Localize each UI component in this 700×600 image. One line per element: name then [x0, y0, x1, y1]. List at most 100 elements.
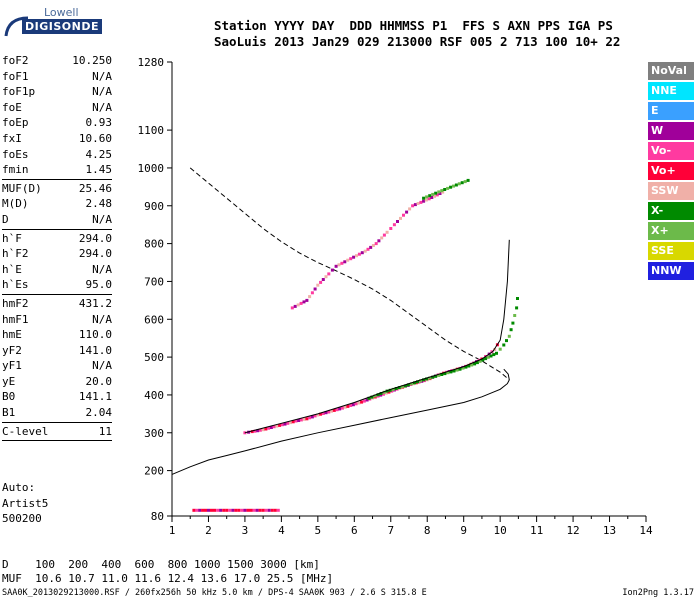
x-tick-label: 1	[169, 524, 176, 537]
x-tick-label: 10	[494, 524, 507, 537]
second-hop-x-point	[454, 183, 458, 187]
second-hop-o-point	[346, 258, 350, 262]
logo-bottom-text: DIGISONDE	[22, 19, 102, 34]
param-divider	[2, 421, 112, 423]
x-trace-point	[376, 393, 380, 397]
second-hop-o-point	[352, 255, 356, 259]
param-value: 10.250	[72, 54, 112, 67]
x-trace-point	[455, 368, 459, 372]
second-hop-o-point	[293, 304, 297, 308]
second-hop-o-point	[369, 245, 373, 249]
param-value: 25.46	[78, 181, 112, 195]
header-line-2: SaoLuis 2013 Jan29 029 213000 RSF 005 2 …	[214, 34, 621, 49]
second-hop-o-point	[399, 216, 402, 220]
x-trace-point	[370, 395, 374, 399]
second-hop-o-point	[321, 278, 325, 281]
second-hop-o-point	[355, 254, 358, 258]
es-trace-point	[255, 508, 259, 512]
x-trace-point	[478, 359, 482, 363]
param-label: h`E	[2, 262, 22, 276]
x-trace-point	[416, 380, 419, 384]
x-tick-label: 13	[603, 524, 616, 537]
legend-item-e: E	[648, 102, 694, 120]
x-tick-label: 3	[242, 524, 249, 537]
o-trace-point	[297, 419, 301, 422]
x-trace-point	[509, 328, 513, 332]
param-divider	[2, 178, 112, 180]
param-label: foE	[2, 100, 22, 114]
o-trace-point	[308, 416, 312, 420]
polarization-legend: NoVal NNE E W Vo- Vo+ SSW X- X+ SSE NNW	[648, 62, 694, 282]
param-label: yE	[2, 374, 16, 388]
param-value: 294.0	[78, 231, 112, 245]
x-tick-label: 14	[639, 524, 653, 537]
param-label: foEp	[2, 116, 29, 130]
station-header: Station YYYY DAY DDD HHMMSS P1 FFS S AXN…	[214, 18, 620, 50]
param-label: foF1	[2, 69, 29, 83]
x-tick-label: 6	[351, 524, 358, 537]
es-trace-point	[231, 508, 235, 512]
true-height-profile-line	[171, 368, 510, 475]
second-hop-o-point	[343, 260, 347, 264]
second-hop-o-point	[413, 203, 417, 207]
second-hop-o-point	[380, 236, 384, 240]
o-trace-point	[319, 412, 323, 416]
trace-fit-line	[244, 239, 510, 434]
es-trace-point	[201, 508, 205, 512]
o-trace-point	[305, 417, 309, 421]
second-hop-o-point	[310, 291, 314, 295]
es-trace-point	[198, 508, 202, 512]
second-hop-x-point	[428, 194, 432, 198]
second-hop-o-point	[427, 197, 431, 201]
param-label: fmin	[2, 163, 29, 177]
second-hop-o-point	[313, 287, 317, 291]
o-trace-point	[341, 406, 344, 410]
o-trace-point	[250, 430, 254, 434]
second-hop-o-point	[302, 300, 306, 304]
second-hop-o-point	[357, 252, 361, 256]
param-row: C-level 11	[2, 424, 112, 440]
o-trace-point	[275, 424, 279, 428]
param-value: 294.0	[78, 247, 112, 261]
x-trace-point	[397, 386, 401, 390]
digisonde-logo: Lowell DIGISONDE	[4, 6, 104, 46]
param-row: B1 2.04	[2, 405, 112, 421]
es-trace-point	[261, 508, 265, 512]
param-label: C-level	[2, 424, 49, 438]
param-value: 11	[98, 424, 112, 438]
second-hop-o-point	[377, 239, 381, 243]
o-trace-point	[272, 425, 276, 429]
es-trace-point	[195, 508, 199, 512]
second-hop-o-point	[392, 223, 396, 227]
y-tick-label: 800	[144, 238, 164, 251]
x-trace-point	[452, 369, 456, 373]
es-trace-point	[207, 508, 210, 512]
x-trace-point	[434, 374, 438, 378]
second-hop-o-point	[340, 261, 344, 265]
x-trace-point	[473, 362, 477, 366]
y-tick-label: 700	[144, 275, 164, 288]
o-trace-point	[280, 423, 284, 427]
o-trace-point	[343, 405, 347, 409]
y-tick-label: 1280	[138, 56, 165, 69]
param-value: 95.0	[85, 278, 113, 292]
second-hop-x-point	[466, 178, 470, 182]
y-tick-label: 200	[144, 465, 164, 478]
second-hop-x-point	[457, 182, 461, 186]
x-trace-point	[511, 321, 515, 325]
o-trace-point	[261, 428, 265, 432]
second-hop-x-point	[446, 186, 450, 190]
o-trace-point	[354, 402, 358, 406]
x-tick-label: 5	[315, 524, 322, 537]
legend-item-x-minus: X+	[648, 222, 694, 240]
o-trace-point	[384, 391, 388, 395]
es-trace-point	[249, 508, 253, 512]
x-tick-label: 12	[566, 524, 579, 537]
param-value: 110.0	[78, 328, 112, 342]
param-value: N/A	[92, 212, 112, 226]
second-hop-o-point	[371, 244, 375, 247]
legend-item-nne: NNE	[648, 82, 694, 100]
second-hop-o-point	[349, 257, 353, 261]
es-trace-point	[225, 508, 229, 512]
